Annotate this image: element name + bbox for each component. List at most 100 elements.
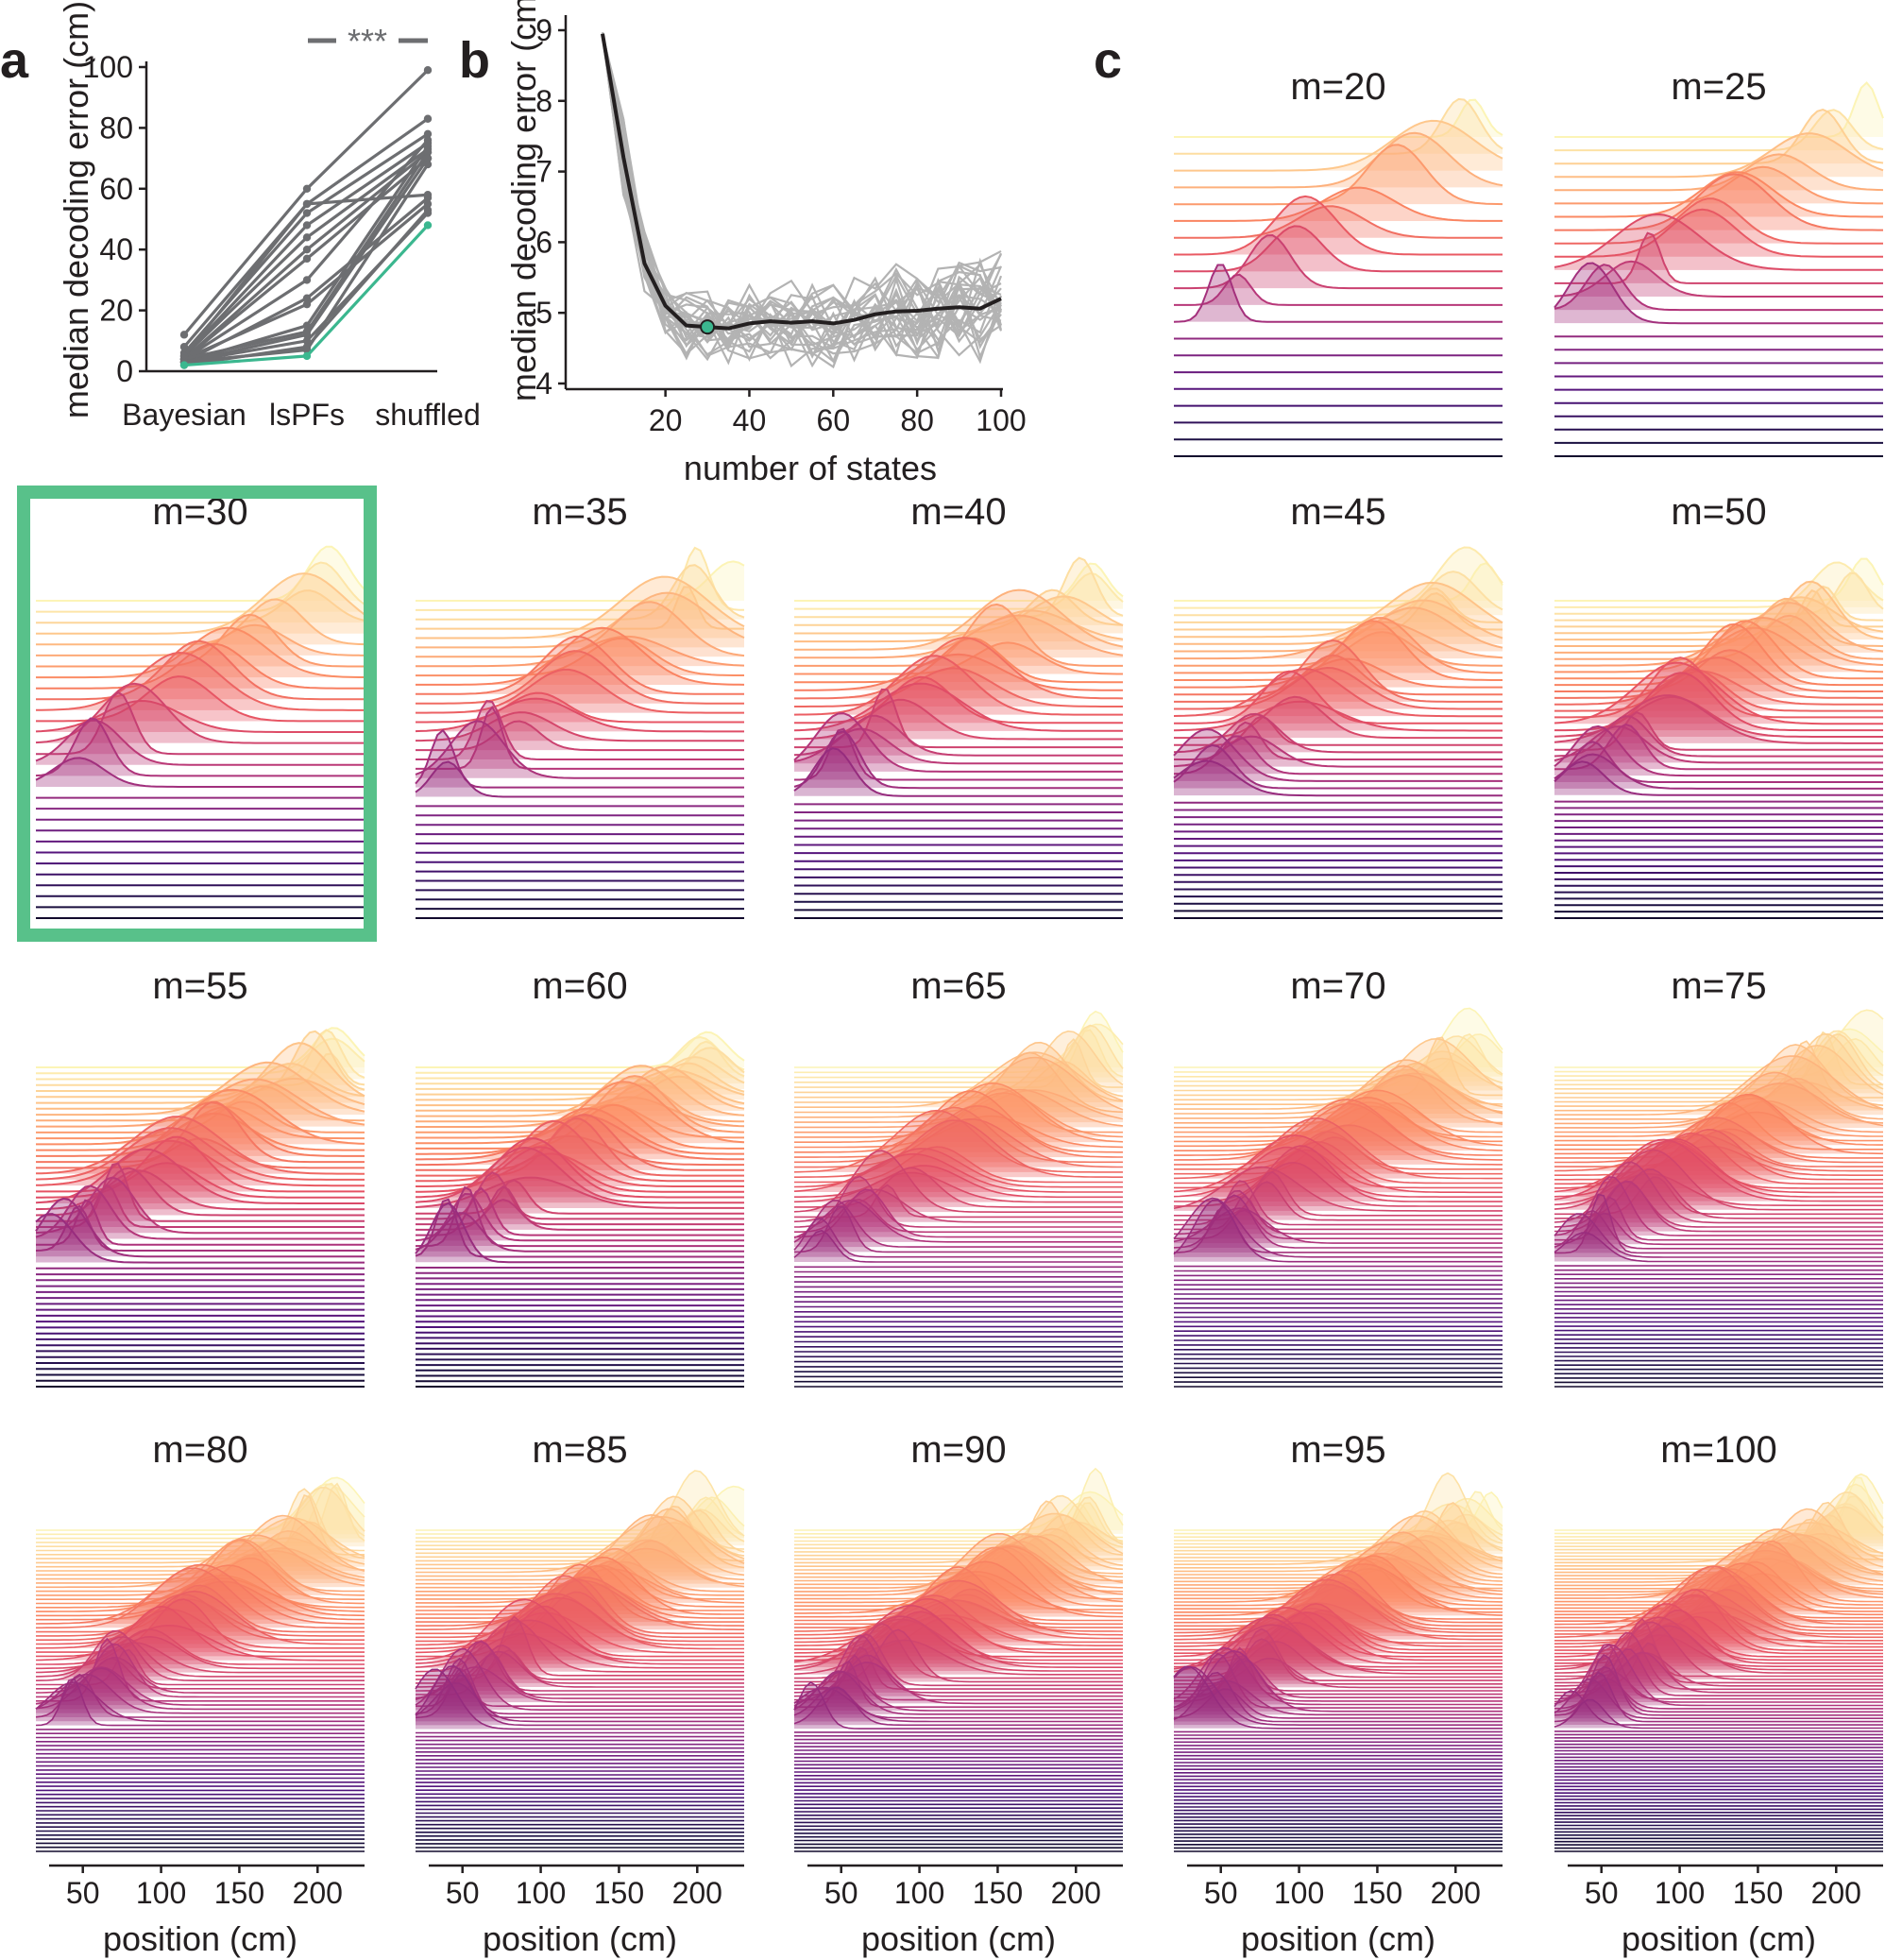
ridgeline-trace bbox=[35, 719, 365, 766]
ridgeline-fill bbox=[1174, 1033, 1503, 1077]
ridgeline-trace bbox=[415, 1632, 744, 1669]
ridgeline-trace bbox=[1174, 1646, 1503, 1696]
ridgeline-trace bbox=[1554, 1698, 1883, 1730]
ridgeline-fill bbox=[794, 1589, 1123, 1628]
ridgeline-fill bbox=[1554, 670, 1883, 711]
ridgeline-trace bbox=[35, 1197, 365, 1258]
ridgeline-fill bbox=[36, 1163, 365, 1221]
ridgeline-fill bbox=[794, 1687, 1123, 1726]
ridgeline-fill bbox=[1554, 1507, 1883, 1550]
ridgeline-fill bbox=[1174, 1639, 1503, 1684]
ridgeline-trace bbox=[793, 1686, 1123, 1723]
ridgeline-trace bbox=[794, 595, 1124, 635]
ridgeline-panel-title: m=70 bbox=[1290, 965, 1385, 1007]
ridgeline-trace bbox=[415, 1176, 744, 1209]
ridgeline-fill bbox=[1554, 264, 1883, 311]
ridgeline-fill bbox=[416, 1172, 744, 1219]
ridgeline-fill bbox=[1174, 655, 1503, 695]
ridgeline-trace bbox=[793, 1205, 1123, 1253]
ridgeline-trace bbox=[794, 1560, 1124, 1618]
ridgeline-fill bbox=[794, 1616, 1123, 1671]
ridgeline-fill bbox=[36, 1625, 365, 1661]
ridgeline-trace bbox=[36, 1162, 365, 1222]
ridgeline-trace bbox=[1173, 1622, 1503, 1664]
ridgeline-trace bbox=[1174, 1573, 1503, 1630]
ridgeline-trace bbox=[793, 655, 1123, 716]
ridgeline-fill bbox=[1554, 1519, 1883, 1559]
panel-b-y-tick-label: 5 bbox=[535, 296, 552, 330]
ridgeline-trace bbox=[793, 1654, 1123, 1697]
ridgeline-fill bbox=[1174, 1498, 1503, 1538]
ridgeline-fill bbox=[36, 1200, 365, 1245]
ridgeline-trace bbox=[36, 626, 365, 679]
ridgeline-panel-title: m=40 bbox=[910, 491, 1006, 533]
ridgeline-fill bbox=[1174, 1587, 1503, 1623]
ridgeline-trace bbox=[1174, 1194, 1503, 1231]
ridgeline-trace bbox=[794, 1165, 1123, 1199]
ridgeline-trace bbox=[1554, 1558, 1884, 1594]
ridgeline-fill bbox=[794, 1088, 1123, 1133]
ridgeline-trace bbox=[1554, 626, 1884, 673]
ridgeline-fill bbox=[1554, 1141, 1883, 1193]
ridgeline-trace bbox=[1554, 1541, 1884, 1599]
ridgeline-trace bbox=[416, 1146, 744, 1193]
ridgeline-trace bbox=[1554, 649, 1883, 692]
ridgeline-trace bbox=[1554, 213, 1883, 271]
ridgeline-fill bbox=[794, 638, 1123, 683]
ridgeline-fill bbox=[1554, 657, 1883, 698]
ridgeline-trace bbox=[1554, 81, 1884, 138]
panel-a-session-point bbox=[423, 114, 433, 123]
ridgeline-trace bbox=[1554, 1176, 1883, 1236]
ridgeline-trace bbox=[1554, 1193, 1883, 1254]
ridgeline-fill bbox=[1554, 1474, 1883, 1534]
ridgeline-trace bbox=[1174, 1522, 1503, 1556]
ridgeline-panel-title: m=100 bbox=[1660, 1429, 1776, 1471]
ridgeline-trace bbox=[1554, 208, 1883, 258]
ridgeline-fill bbox=[1554, 1618, 1883, 1677]
ridgeline-trace bbox=[794, 588, 1124, 651]
ridgeline-fill bbox=[794, 1635, 1123, 1693]
ridgeline-trace bbox=[794, 1502, 1124, 1542]
ridgeline-trace bbox=[36, 642, 365, 690]
ridgeline-trace bbox=[794, 667, 1123, 707]
ridgeline-trace bbox=[36, 1590, 365, 1645]
ridgeline-fill bbox=[1554, 1541, 1883, 1602]
ridgeline-fill bbox=[1554, 1563, 1883, 1615]
ridgeline-trace bbox=[1554, 1671, 1883, 1723]
ridgeline-fill bbox=[416, 1180, 744, 1214]
ridgeline-trace bbox=[1174, 205, 1503, 239]
ridgeline-x-axis-label: position (cm) bbox=[861, 1919, 1056, 1958]
ridgeline-trace bbox=[35, 1176, 365, 1235]
ridgeline-fill bbox=[1174, 1103, 1503, 1156]
ridgeline-fill bbox=[1554, 1672, 1883, 1722]
ridgeline-fill bbox=[416, 669, 744, 713]
ridgeline-trace bbox=[36, 1061, 365, 1116]
ridgeline-trace bbox=[1174, 670, 1503, 724]
ridgeline-trace bbox=[1554, 1568, 1883, 1612]
ridgeline-trace bbox=[36, 1567, 365, 1629]
ridgeline-trace bbox=[793, 747, 1123, 797]
ridgeline-trace bbox=[416, 1035, 745, 1074]
ridgeline-fill bbox=[794, 615, 1123, 658]
ridgeline-fill bbox=[416, 707, 744, 769]
ridgeline-trace bbox=[1174, 581, 1503, 639]
ridgeline-fill bbox=[36, 1599, 365, 1636]
ridgeline-fill bbox=[1554, 154, 1883, 191]
ridgeline-fill bbox=[1174, 736, 1503, 775]
ridgeline-fill bbox=[794, 731, 1123, 789]
ridgeline-trace bbox=[1174, 1101, 1503, 1138]
ridgeline-trace bbox=[794, 562, 1124, 602]
ridgeline-fill bbox=[36, 1679, 365, 1726]
ridgeline-trace bbox=[1554, 1689, 1883, 1726]
ridgeline-trace bbox=[1554, 694, 1883, 744]
ridgeline-trace bbox=[36, 1514, 365, 1577]
ridgeline-trace bbox=[416, 564, 745, 621]
ridgeline-fill bbox=[1174, 1090, 1503, 1147]
ridgeline-fill bbox=[794, 1544, 1123, 1595]
ridgeline-fill bbox=[1554, 1559, 1883, 1593]
ridgeline-fill bbox=[794, 1491, 1123, 1530]
ridgeline-fill bbox=[1174, 1171, 1503, 1216]
ridgeline-fill bbox=[1174, 1200, 1503, 1262]
ridgeline-trace bbox=[1174, 1498, 1503, 1538]
ridgeline-trace bbox=[794, 1090, 1123, 1153]
